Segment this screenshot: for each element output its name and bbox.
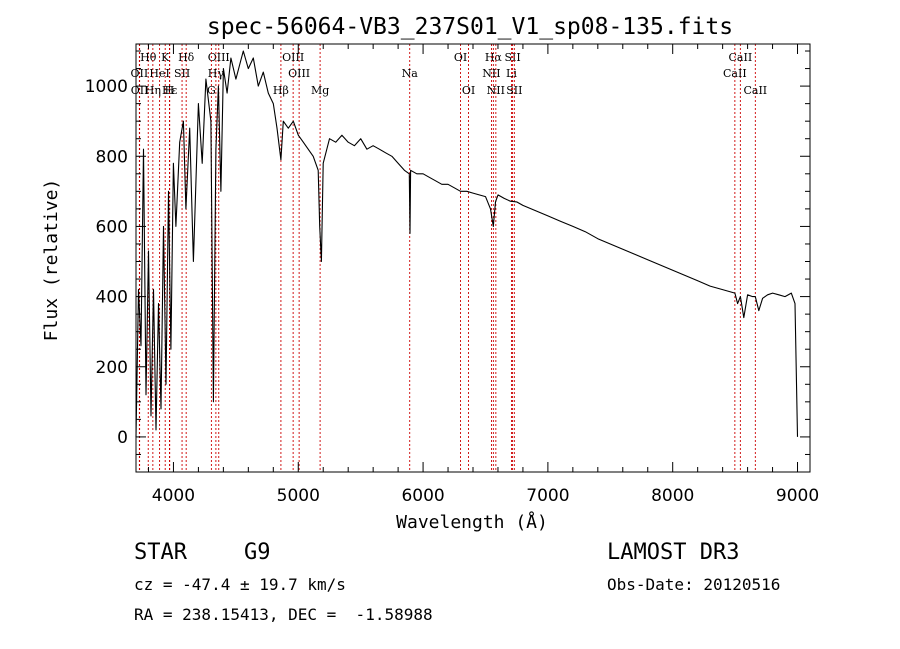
axes: 4000 5000 6000 7000 8000 9000 0 200 400 600 800 100… xyxy=(85,44,819,506)
y-tick-label-1000: 1000 xyxy=(85,77,128,97)
spectrum-line xyxy=(135,50,799,437)
y-tick-label-800: 800 xyxy=(96,147,128,167)
line-marker-label-14: Na xyxy=(402,67,419,80)
y-tick-label-200: 200 xyxy=(96,358,128,378)
line-marker-label-27: SII xyxy=(506,84,522,97)
line-marker-label-22: G xyxy=(207,84,216,97)
y-axis-label: Flux (relative) xyxy=(41,179,62,342)
line-marker-label-18: OII xyxy=(131,84,149,97)
ra-dec: RA = 238.15413, DEC = -1.58988 xyxy=(134,605,433,624)
x-tick-label-7000: 7000 xyxy=(526,486,569,506)
line-marker-label-15: NII xyxy=(482,67,500,80)
redshift-cz: cz = -47.4 ± 19.7 km/s xyxy=(134,575,346,594)
line-marker-label-28: CaII xyxy=(743,84,767,97)
line-marker-label-3: OIII xyxy=(208,51,230,64)
spectrum-layer xyxy=(135,50,799,437)
line-marker-label-16: Li xyxy=(506,67,517,80)
line-marker-label-21: H xyxy=(165,84,175,97)
x-tick-label-8000: 8000 xyxy=(651,486,694,506)
line-marker-label-25: OI xyxy=(462,84,475,97)
line-marker-label-20: Hη xyxy=(145,84,161,97)
line-marker-label-13: OIII xyxy=(288,67,310,80)
line-marker-label-12: Hγ xyxy=(208,67,225,80)
chart-title: spec-56064-VB3_237S01_V1_sp08-135.fits xyxy=(207,14,733,40)
line-marker-label-5: OI xyxy=(454,51,467,64)
y-tick-label-0: 0 xyxy=(117,428,128,448)
y-tick-label-400: 400 xyxy=(96,288,128,308)
line-marker-label-6: Hα xyxy=(485,51,503,64)
x-tick-label-9000: 9000 xyxy=(776,486,819,506)
line-marker-label-17: CaII xyxy=(723,67,747,80)
plot-frame xyxy=(135,43,811,473)
line-marker-label-10: HeI xyxy=(149,67,169,80)
line-marker-label-7: SII xyxy=(504,51,520,64)
line-marker-label-1: K xyxy=(161,51,170,64)
y-tick-label-600: 600 xyxy=(96,217,128,237)
line-marker-label-0: Hθ xyxy=(140,51,157,64)
line-marker-label-2: Hδ xyxy=(178,51,195,64)
line-marker-label-24: Mg xyxy=(311,84,329,97)
object-subclass: G9 xyxy=(244,540,271,565)
line-marker-label-19: Hε xyxy=(162,84,178,97)
survey-name: LAMOST DR3 xyxy=(607,540,740,565)
object-class: STAR xyxy=(134,540,187,565)
line-marker-label-11: SII xyxy=(174,67,190,80)
x-tick-label-5000: 5000 xyxy=(277,486,320,506)
line-marker-label-8: CaII xyxy=(729,51,753,64)
line-marker-label-26: NII xyxy=(487,84,505,97)
obs-date: Obs-Date: 20120516 xyxy=(607,575,781,594)
line-marker-label-23: Hβ xyxy=(273,84,289,97)
x-tick-label-6000: 6000 xyxy=(401,486,444,506)
x-axis-label: Wavelength (Å) xyxy=(396,511,548,533)
x-tick-label-4000: 4000 xyxy=(152,486,195,506)
line-marker-label-4: OIII xyxy=(282,51,304,64)
